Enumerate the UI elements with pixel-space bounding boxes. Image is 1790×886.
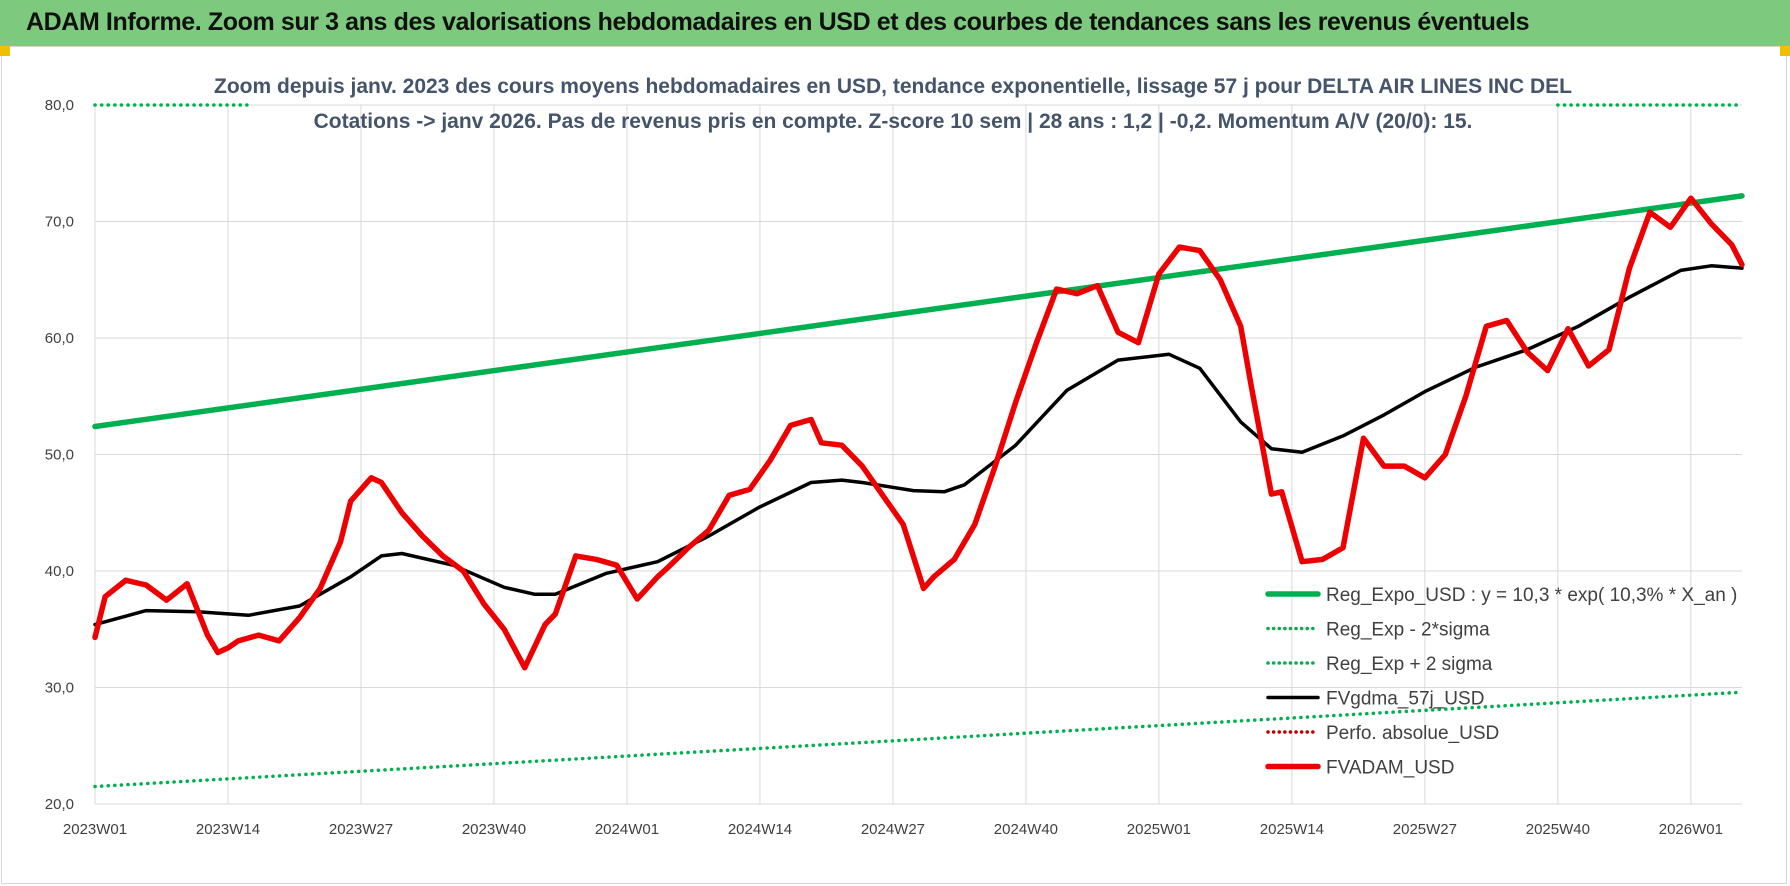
- legend-label: FVgdma_57j_USD: [1326, 689, 1484, 710]
- y-tick-label: 40,0: [45, 563, 74, 580]
- y-tick-label: 80,0: [45, 97, 74, 114]
- legend-label: Reg_Exp + 2 sigma: [1326, 654, 1493, 675]
- x-tick-label: 2025W14: [1260, 821, 1324, 838]
- y-tick-label: 30,0: [45, 680, 74, 697]
- x-tick-label: 2025W40: [1526, 821, 1590, 838]
- x-tick-label: 2024W01: [595, 821, 659, 838]
- x-tick-label: 2023W14: [196, 821, 260, 838]
- x-tick-label: 2023W27: [329, 821, 393, 838]
- legend-label: Reg_Expo_USD : y = 10,3 * exp( 10,3% * X…: [1326, 585, 1737, 606]
- series-line-0: [92, 193, 1745, 430]
- chart-frame: [1, 46, 1787, 884]
- series-line-1: [93, 690, 1744, 789]
- axes: 20,0 30,0 40,0 50,0 60,0 70,0 80,0 2023W01 2023W…: [45, 97, 1723, 838]
- x-tick-label: 2024W27: [861, 821, 925, 838]
- chart-subtitle-line-1: Zoom depuis janv. 2023 des cours moyens …: [214, 75, 1572, 98]
- page-title: ADAM Informe. Zoom sur 3 ans des valoris…: [26, 8, 1530, 36]
- header-bar: ADAM Informe. Zoom sur 3 ans des valoris…: [0, 0, 1790, 47]
- corner-mark-top-right: [1780, 46, 1790, 56]
- legend-label: Perfo. absolue_USD: [1326, 723, 1499, 744]
- x-tick-label: 2023W01: [63, 821, 127, 838]
- grid: [94, 104, 1742, 805]
- y-tick-label: 70,0: [45, 214, 74, 231]
- legend: Reg_Expo_USD : y = 10,3 * exp( 10,3% * X…: [1265, 585, 1737, 779]
- y-tick-label: 20,0: [45, 796, 74, 813]
- chart-subtitle-line-2: Cotations -> janv 2026. Pas de revenus p…: [314, 110, 1473, 133]
- x-tick-label: 2025W27: [1393, 821, 1457, 838]
- legend-label: Reg_Exp - 2*sigma: [1326, 620, 1490, 641]
- series-layer: [92, 103, 1745, 789]
- y-tick-label: 60,0: [45, 330, 74, 347]
- corner-mark-top-left: [0, 46, 10, 56]
- x-tick-label: 2025W01: [1127, 821, 1191, 838]
- y-tick-label: 50,0: [45, 447, 74, 464]
- x-tick-label: 2023W40: [462, 821, 526, 838]
- x-tick-label: 2024W40: [994, 821, 1058, 838]
- series-line-3: [93, 264, 1744, 627]
- x-tick-label: 2026W01: [1659, 821, 1723, 838]
- x-tick-label: 2024W14: [728, 821, 792, 838]
- series-line-5: [92, 195, 1745, 671]
- legend-label: FVADAM_USD: [1326, 758, 1454, 779]
